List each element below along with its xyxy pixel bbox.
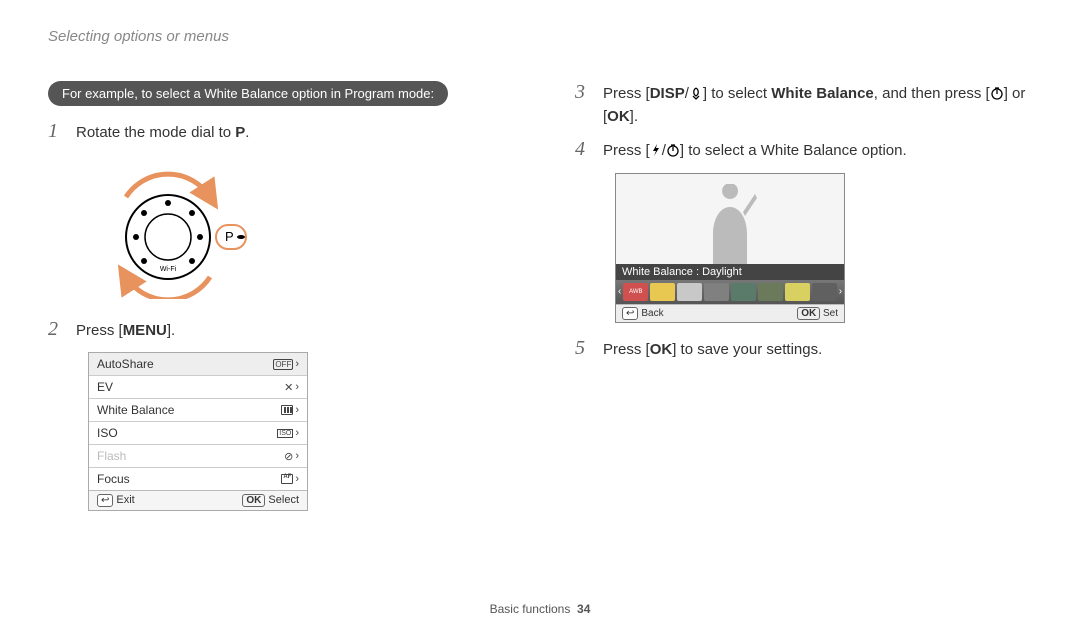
step-2-number: 2 xyxy=(48,318,66,341)
ok-icon-2: OK xyxy=(797,307,820,320)
mode-dial-svg: Wi-Fi P xyxy=(88,159,268,299)
wb-options-strip: ‹ AWB › xyxy=(616,280,844,304)
menu-row-icon: ✕ › xyxy=(284,381,299,394)
mode-p-label: P xyxy=(235,124,245,141)
step-1-text: Rotate the mode dial to P. xyxy=(76,122,249,145)
step-5: 5 Press [OK] to save your settings. xyxy=(575,337,1032,362)
wb-option-7 xyxy=(812,283,837,301)
step-4: 4 Press [/] to select a White Balance op… xyxy=(575,138,1032,163)
wb-current-label: White Balance : Daylight xyxy=(616,264,844,280)
menu-row-icon: ISO › xyxy=(277,427,299,439)
lcd-footer: ↩Back OK Set xyxy=(616,304,844,322)
menu-row-flash: Flash ⊘ › xyxy=(89,445,307,468)
wb-option-2 xyxy=(677,283,702,301)
menu-row-label: AutoShare xyxy=(97,357,154,371)
menu-row-icon: OFF › xyxy=(273,358,299,370)
step-5-number: 5 xyxy=(575,337,593,360)
step-2: 2 Press [MENU]. xyxy=(48,318,505,343)
step-3-text: Press [DISP/] to select White Balance, a… xyxy=(603,83,1032,128)
menu-row-label: White Balance xyxy=(97,403,174,417)
menu-row-focus: Focus › xyxy=(89,468,307,490)
timer-icon-2 xyxy=(666,143,680,157)
mode-dial: Wi-Fi P xyxy=(88,159,505,304)
content-columns: For example, to select a White Balance o… xyxy=(48,81,1032,511)
wb-option-0: AWB xyxy=(623,283,648,301)
step-1-number: 1 xyxy=(48,120,66,143)
menu-row-label: ISO xyxy=(97,426,118,440)
wb-option-6 xyxy=(785,283,810,301)
menu-screenshot: AutoShareOFF ›EV✕ ›White Balance ›ISOISO… xyxy=(88,352,308,511)
menu-row-ev: EV ✕ › xyxy=(89,376,307,399)
white-balance-bold: White Balance xyxy=(771,85,874,102)
wifi-label: Wi-Fi xyxy=(160,266,177,273)
step-4-text: Press [/] to select a White Balance opti… xyxy=(603,140,907,163)
wb-option-3 xyxy=(704,283,729,301)
right-column: 3 Press [DISP/] to select White Balance,… xyxy=(575,81,1032,511)
back-icon: ↩ xyxy=(97,494,113,507)
chevron-left-icon: ‹ xyxy=(618,286,621,297)
wb-option-4 xyxy=(731,283,756,301)
menu-row-white-balance: White Balance › xyxy=(89,399,307,422)
ok-label: OK xyxy=(607,108,630,125)
set-label: Set xyxy=(823,308,838,319)
menu-row-autoshare: AutoShare OFF › xyxy=(89,353,307,376)
menu-row-iso: ISO ISO › xyxy=(89,422,307,445)
step-3-number: 3 xyxy=(575,81,593,104)
menu-row-label: Flash xyxy=(97,449,126,463)
menu-row-icon: › xyxy=(281,473,299,485)
exit-label: Exit xyxy=(116,494,134,506)
step-1-text-b: . xyxy=(245,124,249,141)
chevron-right-icon: › xyxy=(839,286,842,297)
step-1: 1 Rotate the mode dial to P. xyxy=(48,120,505,145)
menu-row-label: Focus xyxy=(97,472,130,486)
menu-row-icon: ⊘ › xyxy=(284,450,299,463)
wb-option-1 xyxy=(650,283,675,301)
select-label: Select xyxy=(268,494,299,506)
left-column: For example, to select a White Balance o… xyxy=(48,81,505,511)
menu-row-icon: › xyxy=(281,404,299,416)
dial-p-label: P xyxy=(225,229,234,244)
back-icon-2: ↩ xyxy=(622,307,638,320)
menu-row-label: EV xyxy=(97,380,113,394)
timer-icon xyxy=(990,86,1004,100)
flash-icon xyxy=(650,143,662,157)
lcd-preview xyxy=(616,174,844,264)
macro-icon xyxy=(689,86,703,100)
example-pill: For example, to select a White Balance o… xyxy=(48,81,448,106)
page-header: Selecting options or menus xyxy=(48,28,1032,45)
menu-button-label: MENU xyxy=(123,322,167,339)
ok-icon: OK xyxy=(242,494,265,507)
wb-option-5 xyxy=(758,283,783,301)
step-4-number: 4 xyxy=(575,138,593,161)
page-footer: Basic functions 34 xyxy=(0,602,1080,616)
step-3: 3 Press [DISP/] to select White Balance,… xyxy=(575,81,1032,128)
ok-label-2: OK xyxy=(650,341,673,358)
disp-label: DISP xyxy=(650,85,685,102)
step-1-text-a: Rotate the mode dial to xyxy=(76,124,235,141)
lcd-screenshot: White Balance : Daylight ‹ AWB › ↩Back OK… xyxy=(615,173,845,323)
person-silhouette xyxy=(695,184,765,264)
step-5-text: Press [OK] to save your settings. xyxy=(603,339,822,362)
back-label: Back xyxy=(641,308,663,319)
menu-footer: ↩Exit OK Select xyxy=(89,490,307,510)
step-2-text: Press [MENU]. xyxy=(76,320,175,343)
